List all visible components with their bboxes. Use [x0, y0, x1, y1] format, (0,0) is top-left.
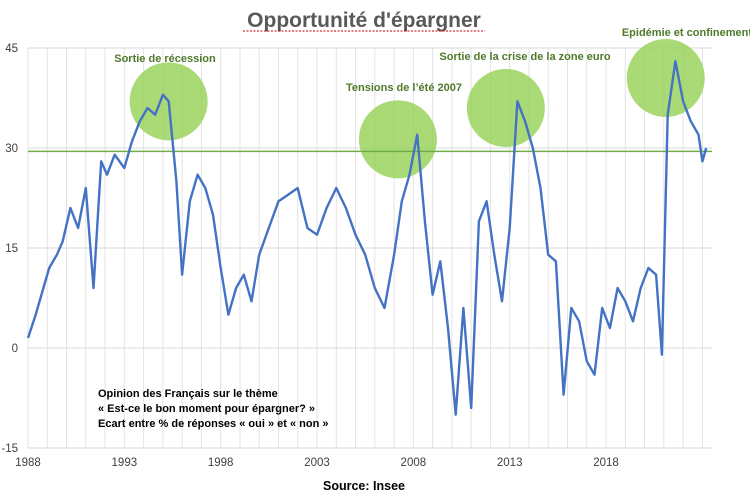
annotation-crise-zone-euro: Sortie de la crise de la zone euro	[439, 51, 610, 63]
highlight-circle	[626, 39, 705, 117]
horizontal-gridlines	[28, 47, 712, 449]
y-tick-labels: 45 30 15 0 -15	[1, 43, 18, 455]
chart-title: Opportunité d'épargner	[247, 9, 481, 32]
series-line	[26, 60, 708, 416]
x-tick-label: 2008	[401, 457, 427, 469]
annotation-epidemie: Epidémie et confinements	[622, 27, 750, 39]
note-line-2: « Est-ce le bon moment pour épargner? »	[98, 403, 315, 415]
y-tick-label: 0	[12, 343, 18, 355]
annotation-sortie-recession: Sortie de récession	[114, 53, 216, 65]
highlight-circle	[466, 69, 545, 147]
x-tick-label: 1993	[112, 457, 138, 469]
y-tick-label: 15	[5, 243, 18, 255]
source-label: Source: Insee	[323, 479, 405, 493]
note-line-1: Opinion des Français sur le thème	[98, 388, 278, 400]
x-tick-label: 2003	[304, 457, 330, 469]
highlight-circles	[129, 39, 705, 179]
x-tick-label: 1998	[208, 457, 234, 469]
annotation-tensions-2007: Tensions de l’été 2007	[346, 82, 462, 94]
x-tick-label: 2018	[593, 457, 619, 469]
x-tick-labels: 1988 1993 1998 2003 2008 2013 2018	[15, 457, 619, 469]
y-tick-label: 30	[5, 143, 18, 155]
x-tick-label: 1988	[15, 457, 41, 469]
y-tick-label: -15	[1, 443, 18, 455]
x-tick-label: 2013	[497, 457, 523, 469]
highlight-circle	[358, 100, 437, 179]
note-line-3: Ecart entre % de réponses « oui » et « n…	[98, 418, 328, 430]
y-tick-label: 45	[5, 43, 18, 55]
